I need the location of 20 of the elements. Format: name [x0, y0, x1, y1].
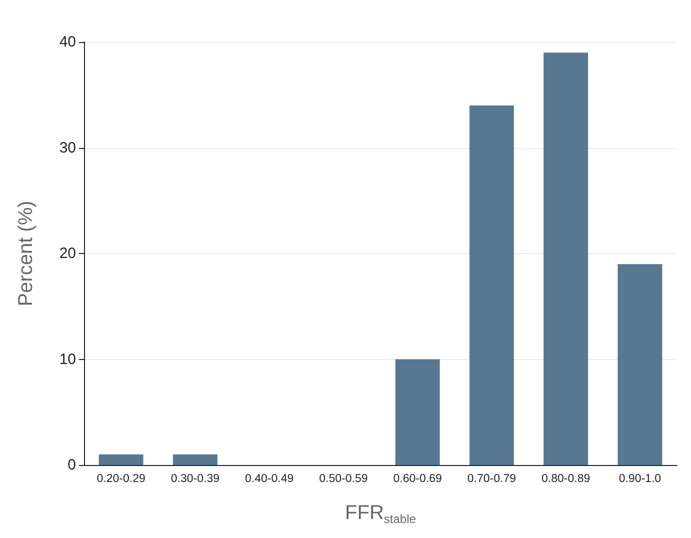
y-tick-label: 10	[59, 350, 76, 368]
bar	[544, 52, 588, 465]
x-tick-label: 0.80-0.89	[542, 473, 590, 485]
x-tick-label: 0.30-0.39	[170, 473, 220, 485]
x-tick-label: 0.90-1.0	[618, 473, 662, 485]
x-tick-label: 0.40-0.49	[245, 473, 294, 485]
y-tick-label: 20	[59, 245, 76, 262]
y-tick-label: 30	[59, 139, 76, 156]
y-tick-label: 0	[68, 456, 76, 474]
bar	[98, 454, 144, 465]
bar	[172, 454, 218, 465]
bar	[395, 359, 440, 465]
x-tick-label: 0.20-0.29	[96, 473, 146, 485]
x-tick-label: 0.70-0.79	[467, 473, 516, 485]
y-tick-label: 40	[59, 34, 76, 50]
bar	[618, 264, 662, 465]
bar	[469, 105, 514, 465]
y-axis-title: Percent (%)	[15, 200, 37, 306]
x-tick-label: 0.50-0.59	[319, 473, 368, 485]
x-tick-label: 0.60-0.69	[393, 473, 442, 485]
